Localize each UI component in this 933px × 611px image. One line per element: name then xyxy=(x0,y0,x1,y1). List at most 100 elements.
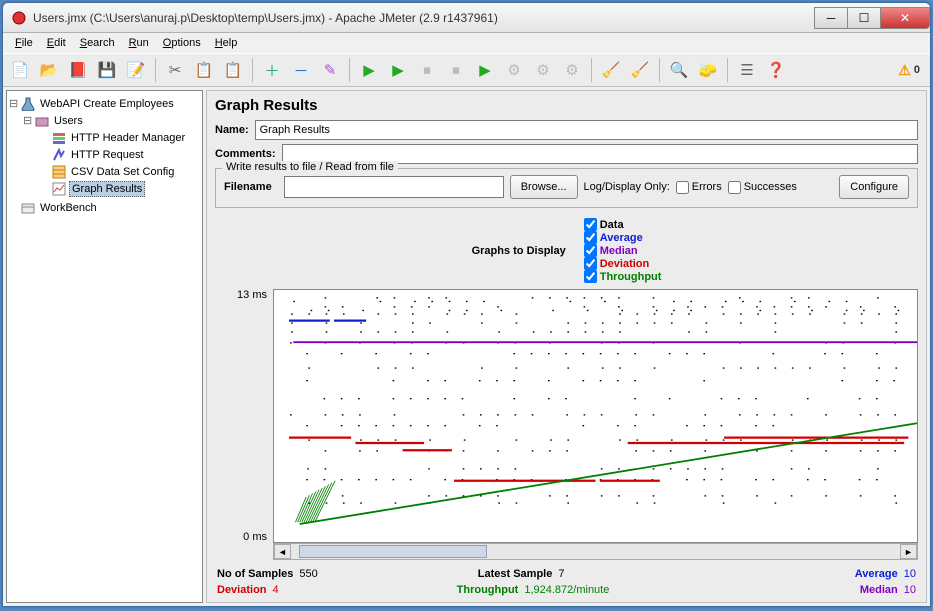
scroll-right-arrow[interactable]: ► xyxy=(900,544,917,559)
minus-icon[interactable]: － xyxy=(288,57,314,83)
csv-icon xyxy=(51,164,67,180)
filename-label: Filename xyxy=(224,181,272,193)
close-icon[interactable]: 📕 xyxy=(65,57,91,83)
tree-panel: ⊟ WebAPI Create Employees ⊟ Users HTTP H… xyxy=(6,90,203,603)
copy-icon[interactable]: 📋 xyxy=(191,57,217,83)
y-axis: 13 ms 0 ms xyxy=(215,289,273,543)
filename-input[interactable] xyxy=(284,176,504,198)
wand-icon[interactable]: ✎ xyxy=(317,57,343,83)
chart-scrollbar[interactable]: ◄ ► xyxy=(273,543,918,560)
series-data-checkbox[interactable] xyxy=(584,218,597,231)
paste-icon[interactable]: 📋 xyxy=(220,57,246,83)
stat-median-value: 10 xyxy=(904,584,916,596)
tree-toggle[interactable]: ⊟ xyxy=(9,97,18,110)
menu-options[interactable]: Options xyxy=(157,35,207,51)
series-median-checkbox[interactable] xyxy=(584,244,597,257)
stat-no-samples-value: 550 xyxy=(299,568,317,580)
remote-start-all-icon[interactable]: ⚙ xyxy=(501,57,527,83)
successes-checkbox[interactable] xyxy=(728,181,741,194)
tree-item[interactable]: HTTP Header Manager xyxy=(69,131,187,145)
stat-deviation-label: Deviation xyxy=(217,584,267,596)
plus-icon[interactable]: ＋ xyxy=(259,57,285,83)
series-average-label: Average xyxy=(600,232,643,244)
file-fieldset: Write results to file / Read from file F… xyxy=(215,168,918,208)
minimize-button[interactable]: ─ xyxy=(814,7,848,29)
reset-search-icon[interactable]: 🧽 xyxy=(695,57,721,83)
start-no-timers-icon[interactable]: ▶ xyxy=(472,57,498,83)
logdisplay-label: Log/Display Only: xyxy=(584,181,670,193)
stat-average-label: Average xyxy=(855,568,898,580)
stat-median-label: Median xyxy=(860,584,898,596)
request-icon xyxy=(51,147,67,163)
comments-label: Comments: xyxy=(215,148,276,160)
save-as-icon[interactable]: 📝 xyxy=(123,57,149,83)
scroll-left-arrow[interactable]: ◄ xyxy=(274,544,291,559)
chart-plot xyxy=(273,289,918,543)
tree-item[interactable]: CSV Data Set Config xyxy=(69,165,176,179)
tree-item[interactable]: Graph Results xyxy=(69,181,145,197)
tree-users[interactable]: Users xyxy=(52,114,85,128)
shutdown-icon[interactable]: ⏹ xyxy=(443,57,469,83)
fieldset-legend: Write results to file / Read from file xyxy=(222,161,398,173)
name-input[interactable] xyxy=(255,120,918,140)
graphs-to-display-row: Graphs to Display DataAverageMedianDevia… xyxy=(215,218,918,283)
search-icon[interactable]: 🔍 xyxy=(666,57,692,83)
maximize-button[interactable]: ☐ xyxy=(847,7,881,29)
panel-title: Graph Results xyxy=(215,97,918,114)
titlebar: Users.jmx (C:\Users\anuraj.p\Desktop\tem… xyxy=(3,3,930,33)
tree-item[interactable]: HTTP Request xyxy=(69,148,146,162)
help-icon[interactable]: ❓ xyxy=(763,57,789,83)
window-title: Users.jmx (C:\Users\anuraj.p\Desktop\tem… xyxy=(33,11,815,25)
stat-latest-label: Latest Sample xyxy=(478,568,553,580)
y-max-label: 13 ms xyxy=(237,289,267,301)
series-data-label: Data xyxy=(600,219,624,231)
function-helper-icon[interactable]: ☰ xyxy=(734,57,760,83)
graph-icon xyxy=(51,181,67,197)
stat-deviation-value: 4 xyxy=(273,584,279,596)
main-panel: Graph Results Name: Comments: Write resu… xyxy=(206,90,927,603)
scroll-thumb[interactable] xyxy=(299,545,487,558)
remote-stop-icon[interactable]: ⚙ xyxy=(530,57,556,83)
stat-throughput-value: 1,924.872/minute xyxy=(524,584,609,596)
series-median-label: Median xyxy=(600,245,638,257)
tree-workbench[interactable]: WorkBench xyxy=(38,201,99,215)
remote-shutdown-icon[interactable]: ⚙ xyxy=(559,57,585,83)
thread-group-icon xyxy=(34,113,50,129)
stop-icon[interactable]: ⏹ xyxy=(414,57,440,83)
warning-count: ⚠0 xyxy=(898,62,926,79)
save-icon[interactable]: 💾 xyxy=(94,57,120,83)
close-button[interactable]: ✕ xyxy=(880,7,930,29)
stat-throughput-label: Throughput xyxy=(457,584,519,596)
menu-help[interactable]: Help xyxy=(209,35,244,51)
series-throughput-label: Throughput xyxy=(600,271,662,283)
toolbar: 📄📂📕💾📝✂📋📋＋－✎▶▶⏹⏹▶⚙⚙⚙🧹🧹🔍🧽☰❓⚠0 xyxy=(3,53,930,87)
series-deviation-label: Deviation xyxy=(600,258,650,270)
clear-icon[interactable]: 🧹 xyxy=(598,57,624,83)
menu-run[interactable]: Run xyxy=(123,35,155,51)
y-min-label: 0 ms xyxy=(243,531,267,543)
menu-edit[interactable]: Edit xyxy=(41,35,72,51)
open-icon[interactable]: 📂 xyxy=(36,57,62,83)
configure-button[interactable]: Configure xyxy=(839,175,909,199)
name-label: Name: xyxy=(215,124,249,136)
new-icon[interactable]: 📄 xyxy=(7,57,33,83)
app-window: Users.jmx (C:\Users\anuraj.p\Desktop\tem… xyxy=(2,2,931,607)
start-icon[interactable]: ▶ xyxy=(356,57,382,83)
cut-icon[interactable]: ✂ xyxy=(162,57,188,83)
workbench-icon xyxy=(20,200,36,216)
errors-checkbox[interactable] xyxy=(676,181,689,194)
menu-search[interactable]: Search xyxy=(74,35,121,51)
clear-all-icon[interactable]: 🧹 xyxy=(627,57,653,83)
series-deviation-checkbox[interactable] xyxy=(584,257,597,270)
menu-file[interactable]: File xyxy=(9,35,39,51)
browse-button[interactable]: Browse... xyxy=(510,175,578,199)
stat-average-value: 10 xyxy=(904,568,916,580)
stat-latest-value: 7 xyxy=(558,568,564,580)
start-remote-icon[interactable]: ▶ xyxy=(385,57,411,83)
tree-root[interactable]: WebAPI Create Employees xyxy=(38,97,176,111)
series-throughput-checkbox[interactable] xyxy=(584,270,597,283)
tree-toggle[interactable]: ⊟ xyxy=(23,114,32,127)
series-average-checkbox[interactable] xyxy=(584,231,597,244)
graphs-to-display-label: Graphs to Display xyxy=(472,245,566,257)
app-icon xyxy=(11,10,27,26)
